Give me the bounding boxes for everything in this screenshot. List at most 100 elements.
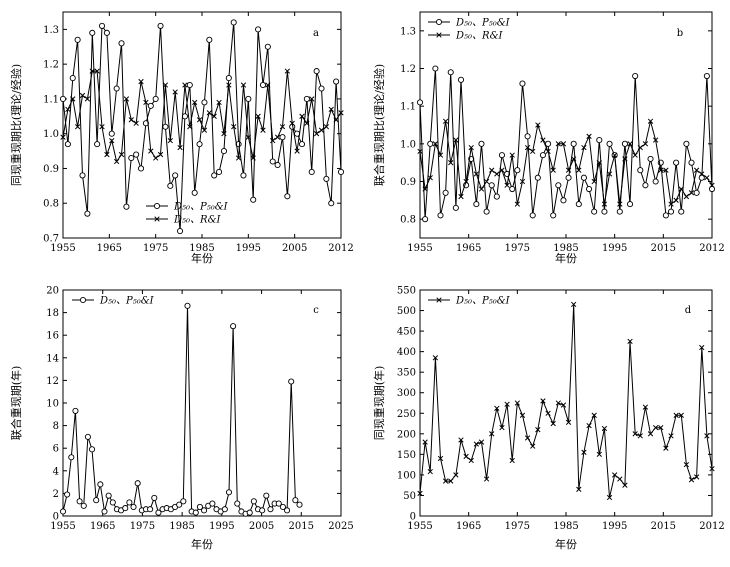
data-point — [123, 203, 130, 210]
y-tick-label: 1.2 — [400, 64, 416, 75]
data-point — [483, 208, 490, 215]
data-point — [231, 124, 237, 130]
data-point — [284, 68, 291, 74]
data-point — [267, 506, 274, 513]
data-point — [627, 338, 633, 345]
data-point — [514, 201, 520, 207]
x-tick-label: 1985 — [553, 521, 578, 532]
y-tick-label: 200 — [397, 429, 416, 440]
data-point — [647, 155, 654, 162]
data-point — [437, 212, 444, 219]
data-point — [437, 152, 444, 158]
data-point — [601, 425, 608, 432]
data-point — [673, 412, 679, 418]
data-point — [658, 425, 664, 431]
data-point — [683, 193, 690, 200]
data-point — [172, 172, 179, 179]
x-tick-label: 2015 — [651, 521, 676, 532]
data-point — [206, 110, 212, 116]
data-point — [275, 500, 282, 507]
data-point — [463, 453, 469, 460]
x-tick-label: 1995 — [236, 243, 261, 254]
data-point — [545, 140, 552, 147]
data-point — [483, 476, 490, 482]
data-point — [328, 200, 335, 207]
legend-marker — [79, 296, 87, 304]
data-point — [162, 82, 169, 88]
data-point — [576, 167, 582, 173]
data-point — [221, 506, 228, 513]
data-point — [162, 123, 169, 130]
data-point — [167, 137, 173, 144]
data-point — [284, 193, 291, 200]
data-point — [245, 95, 252, 102]
data-point — [530, 443, 536, 449]
data-point — [601, 201, 608, 207]
data-point — [108, 130, 115, 137]
y-tick-label: 0.9 — [43, 164, 59, 175]
data-point — [180, 498, 187, 505]
x-tick-label: 1985 — [553, 243, 578, 254]
data-point — [308, 168, 315, 175]
data-point — [601, 208, 608, 215]
data-point — [269, 158, 276, 165]
data-point — [545, 148, 551, 155]
data-point — [94, 68, 100, 74]
data-point — [279, 503, 286, 511]
data-point — [182, 82, 188, 88]
data-point — [627, 141, 633, 147]
data-point — [478, 439, 485, 445]
data-point — [565, 419, 572, 425]
data-point — [234, 500, 241, 507]
data-point — [303, 95, 310, 102]
data-point — [530, 148, 536, 155]
data-point — [448, 478, 454, 484]
data-point — [123, 96, 130, 102]
data-point — [458, 193, 464, 200]
y-tick-label: 1.0 — [400, 139, 416, 150]
data-point — [109, 137, 115, 144]
data-point — [586, 185, 593, 193]
data-point — [596, 451, 602, 458]
data-point — [555, 182, 562, 189]
data-point — [72, 407, 79, 414]
x-tick-label: 2015 — [289, 521, 314, 532]
y-tick-label: 450 — [397, 327, 416, 338]
data-point — [591, 178, 597, 185]
data-point — [427, 140, 434, 147]
data-point — [157, 151, 164, 158]
data-point — [186, 81, 193, 89]
data-point — [69, 75, 76, 82]
data-point — [550, 420, 556, 427]
data-point — [499, 425, 505, 431]
data-point — [565, 174, 572, 181]
data-point — [79, 172, 86, 179]
data-point — [157, 22, 164, 29]
data-point — [499, 167, 505, 173]
y-axis-label: 联合重现期(年) — [9, 366, 23, 441]
x-axis-label: 年份 — [555, 537, 577, 551]
data-point — [288, 378, 295, 385]
data-point — [274, 134, 281, 140]
x-tick-label: 2012 — [699, 521, 724, 532]
data-point — [442, 189, 449, 196]
data-point — [68, 454, 75, 461]
data-point — [478, 186, 485, 192]
data-point — [250, 498, 257, 505]
data-point — [60, 134, 66, 140]
data-point — [155, 509, 162, 516]
y-tick-label: 18 — [46, 308, 59, 319]
data-point — [535, 427, 541, 433]
data-point — [88, 446, 96, 453]
legend: D₅₀、P₅₀&I D₅₀、R&I — [146, 202, 229, 226]
chart-panel-d: 0 50 100 150 200 250 300 350 400 450 500 550 1955 196… — [372, 286, 725, 552]
x-tick-label: 1965 — [97, 243, 122, 254]
legend-label: D₅₀、R&I — [173, 215, 221, 226]
data-point — [580, 174, 587, 181]
data-point — [292, 497, 299, 504]
x-tick-label: 1975 — [130, 521, 155, 532]
data-point — [662, 212, 669, 219]
data-point — [328, 106, 334, 113]
data-point — [225, 75, 232, 82]
data-point — [318, 127, 325, 133]
